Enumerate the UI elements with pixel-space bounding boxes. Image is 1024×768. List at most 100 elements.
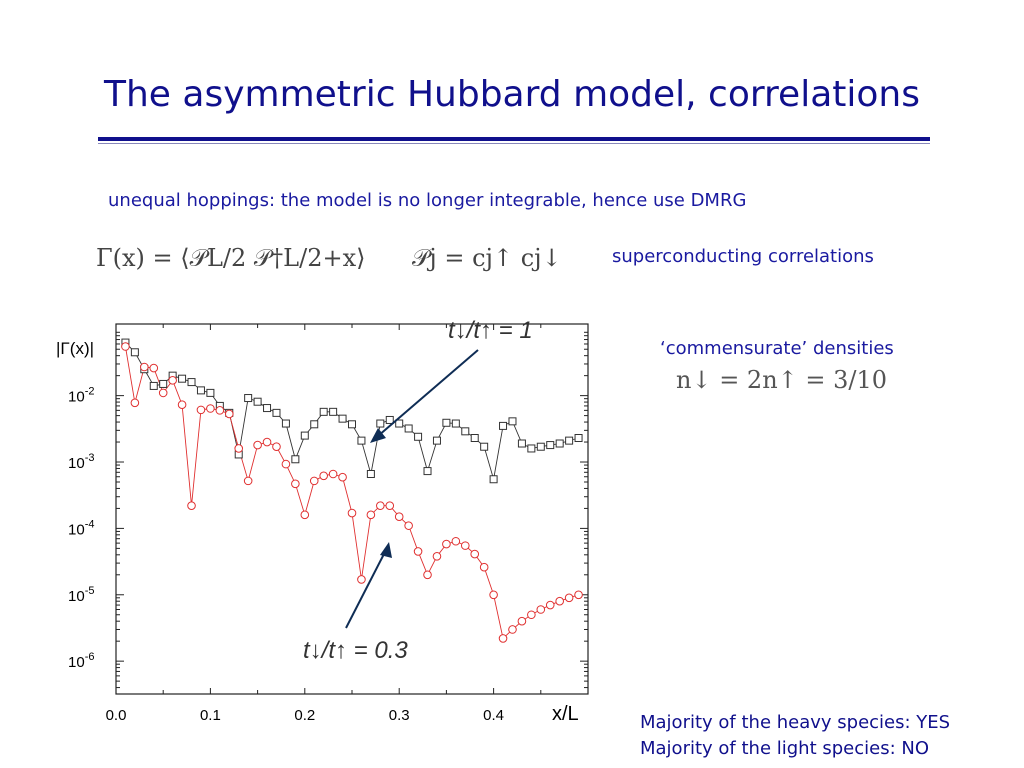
data-point-square: [310, 420, 319, 429]
data-point-circle: [442, 539, 451, 549]
arrow-2-head: [380, 542, 392, 558]
data-point-square: [451, 419, 460, 428]
x-tick-label: 0.3: [389, 707, 410, 724]
data-point-square: [338, 414, 347, 423]
data-point-circle: [168, 376, 177, 385]
data-point-circle: [508, 625, 517, 634]
data-point-square: [536, 442, 545, 451]
gamma-formula-text: Γ(x) = ⟨𝒫L/2 𝒫†L/2+x⟩: [96, 244, 366, 272]
data-point-square: [159, 379, 168, 388]
data-point-circle: [262, 437, 272, 447]
x-tick-label: 0.2: [294, 707, 315, 724]
data-point-square: [461, 427, 470, 436]
data-point-circle: [328, 469, 338, 479]
data-point-square: [149, 381, 158, 390]
data-point-circle: [121, 342, 130, 351]
majority-heavy: Majority of the heavy species: YES: [640, 712, 951, 733]
data-point-square: [499, 421, 508, 430]
data-point-square: [470, 434, 479, 443]
data-point-circle: [300, 510, 310, 520]
arrow-2-shaft: [345, 551, 386, 629]
series-line: [124, 346, 579, 640]
data-point-circle: [319, 471, 328, 481]
title-underline: [98, 137, 930, 141]
data-point-circle: [187, 501, 196, 510]
x-tick-label: 0.0: [106, 707, 127, 724]
data-point-circle: [376, 501, 385, 510]
data-point-square: [404, 424, 413, 433]
data-point-circle: [281, 459, 291, 469]
data-point-circle: [536, 605, 546, 614]
majority-light: Majority of the light species: NO: [640, 738, 930, 759]
data-point-circle: [140, 362, 149, 372]
superconducting-label: superconducting correlations: [612, 246, 874, 267]
data-point-circle: [489, 590, 498, 600]
data-point-square: [395, 419, 404, 428]
arrow-1-shaft: [377, 349, 479, 437]
data-point-square: [253, 397, 262, 406]
data-point-circle: [234, 444, 244, 453]
data-point-circle: [517, 616, 527, 626]
series-line: [125, 342, 579, 480]
data-point-circle: [451, 536, 461, 546]
gamma-formula: Γ(x) = ⟨𝒫L/2 𝒫†L/2+x⟩: [96, 244, 365, 272]
data-point-circle: [130, 398, 140, 408]
data-point-circle: [564, 593, 574, 603]
data-point-circle: [253, 440, 262, 450]
p-formula-text: 𝒫j = cj↑ cj↓: [412, 244, 562, 272]
data-point-square: [376, 419, 385, 428]
data-point-circle: [394, 512, 404, 522]
series-markers: [121, 338, 583, 643]
y-tick-label: 10-2: [68, 386, 94, 406]
data-point-circle: [149, 363, 159, 373]
data-point-square: [489, 475, 498, 484]
data-point-circle: [423, 570, 432, 580]
data-point-circle: [224, 409, 234, 419]
data-point-square: [508, 417, 517, 426]
commensurate-label: ‘commensurate’ densities: [660, 338, 894, 359]
x-axis-label: x/L: [552, 703, 579, 725]
data-point-square: [357, 436, 366, 445]
x-tick-label: 0.1: [200, 707, 221, 724]
data-point-square: [385, 415, 394, 424]
data-point-square: [178, 374, 187, 383]
subtitle: unequal hoppings: the model is no longer…: [108, 190, 747, 211]
data-point-circle: [215, 406, 225, 415]
data-point-square: [414, 432, 423, 441]
data-point-circle: [291, 479, 300, 489]
title-underline-shadow: [98, 143, 930, 144]
data-point-circle: [158, 388, 168, 398]
x-tick-label: 0.4: [483, 707, 504, 724]
data-point-circle: [470, 549, 480, 559]
data-point-square: [565, 436, 574, 445]
data-point-square: [442, 418, 451, 427]
data-point-square: [574, 434, 583, 443]
data-point-circle: [404, 521, 413, 530]
data-point-circle: [366, 510, 376, 520]
data-point-square: [555, 439, 564, 448]
data-point-square: [281, 419, 290, 428]
data-point-circle: [177, 400, 187, 410]
data-point-circle: [413, 547, 423, 556]
data-point-circle: [555, 596, 564, 606]
data-point-circle: [206, 404, 215, 413]
data-point-square: [319, 407, 328, 416]
data-point-square: [206, 388, 215, 397]
data-point-square: [348, 420, 356, 429]
series-lines: [124, 342, 579, 640]
data-point-circle: [460, 541, 470, 550]
annotations: t↓/t↑ = 1 t↓/t↑ = 0.3: [303, 317, 533, 664]
y-tick-label: 10-3: [68, 452, 94, 472]
data-point-circle: [574, 590, 583, 600]
data-point-square: [432, 436, 441, 445]
data-point-circle: [545, 600, 555, 610]
data-point-circle: [338, 472, 347, 482]
data-point-square: [546, 441, 555, 450]
data-point-square: [300, 431, 309, 440]
data-point-circle: [385, 501, 395, 510]
data-point-square: [196, 386, 205, 395]
y-tick-label: 10-5: [68, 585, 94, 605]
data-point-circle: [309, 476, 319, 486]
data-point-circle: [357, 575, 366, 584]
data-point-square: [527, 444, 536, 453]
